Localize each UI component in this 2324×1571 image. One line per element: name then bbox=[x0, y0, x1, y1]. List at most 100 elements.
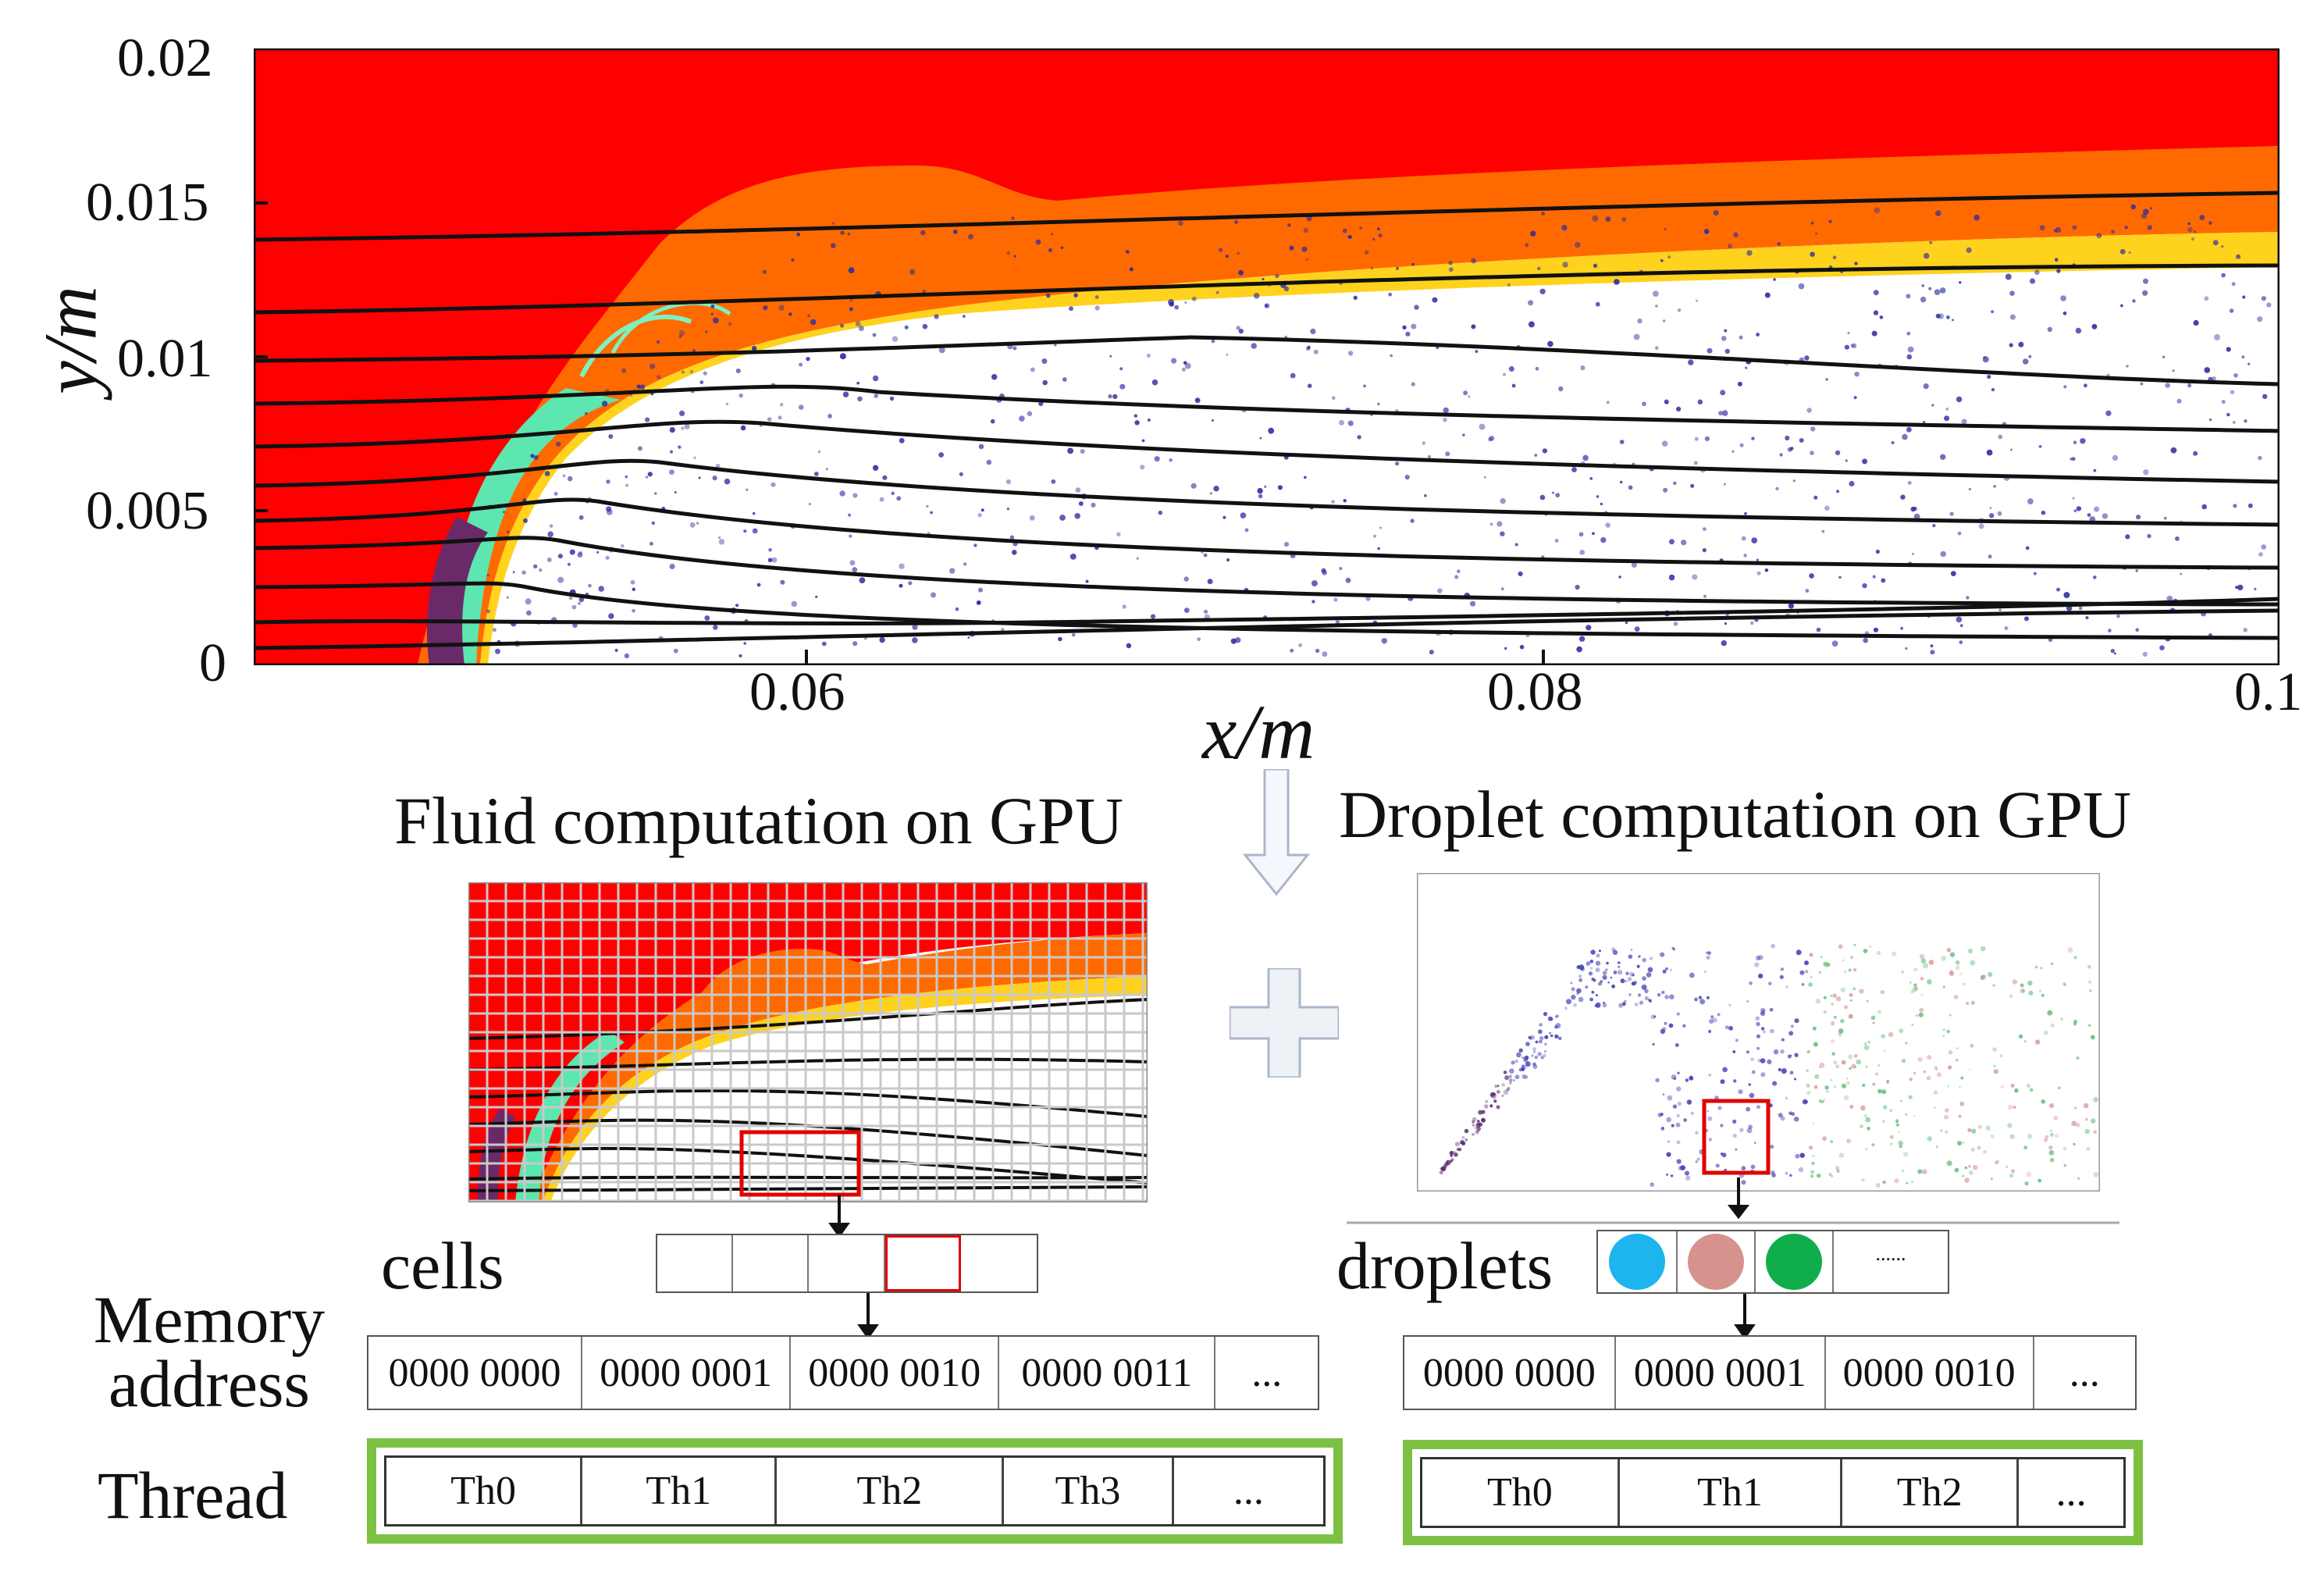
droplet-dot bbox=[1660, 1028, 1666, 1035]
droplet-dot bbox=[1789, 1070, 1794, 1075]
droplet-dot bbox=[1959, 972, 1963, 975]
droplet-dot bbox=[1798, 1167, 1804, 1173]
droplet-dot bbox=[1516, 1052, 1521, 1058]
droplet-dot bbox=[1119, 383, 1126, 390]
droplet-dot bbox=[1001, 628, 1005, 632]
droplet-dot bbox=[649, 541, 653, 546]
droplet-dot bbox=[2077, 1177, 2080, 1180]
droplet-dot bbox=[1901, 1059, 1906, 1063]
memory-cell: 0000 0001 bbox=[1616, 1337, 1826, 1409]
droplet-dot bbox=[2041, 1099, 2045, 1104]
droplet-dot bbox=[1812, 1122, 1815, 1125]
x-tick-0.06: 0.06 bbox=[749, 662, 845, 722]
droplet-dot bbox=[1339, 567, 1343, 571]
droplet-dot bbox=[1617, 961, 1621, 964]
droplet-dot bbox=[2049, 1129, 2052, 1133]
droplet-dot bbox=[1275, 273, 1279, 279]
droplet-dot bbox=[1218, 248, 1223, 252]
droplet-dot bbox=[2025, 546, 2030, 550]
droplet-dot bbox=[1539, 1023, 1543, 1027]
droplet-dot bbox=[1780, 967, 1785, 971]
droplet-dot bbox=[1944, 415, 1950, 422]
droplet-dot bbox=[2170, 447, 2177, 454]
droplet-dot bbox=[1955, 965, 1960, 971]
droplet-dot bbox=[1805, 589, 1810, 593]
droplet-dot bbox=[1580, 967, 1586, 971]
droplet-dot bbox=[1566, 999, 1571, 1005]
droplet-dot bbox=[1751, 436, 1755, 440]
droplet-dot bbox=[1787, 1054, 1792, 1059]
droplet-dot bbox=[1760, 1010, 1766, 1016]
droplet-dot bbox=[669, 427, 675, 433]
droplet-dot bbox=[978, 587, 983, 593]
droplet-dot bbox=[1209, 492, 1212, 495]
droplet-dot bbox=[2175, 536, 2180, 541]
droplet-dot bbox=[1555, 493, 1561, 498]
droplet-dot bbox=[891, 491, 895, 495]
droplet-dot bbox=[1833, 1060, 1838, 1065]
droplet-dot bbox=[1845, 459, 1848, 462]
droplet-dot bbox=[1694, 436, 1699, 441]
droplet-dot bbox=[1223, 515, 1226, 519]
droplet-dot bbox=[1339, 419, 1344, 426]
droplet-dot bbox=[806, 357, 810, 362]
droplet-dot bbox=[1478, 1110, 1483, 1115]
droplet-dot bbox=[621, 368, 627, 373]
droplet-dot bbox=[1814, 1074, 1820, 1079]
droplet-dot bbox=[1379, 526, 1382, 529]
thread-cell: Th2 bbox=[777, 1458, 1005, 1524]
droplet-dot bbox=[889, 396, 895, 401]
droplet-dot bbox=[530, 454, 535, 458]
droplet-dot bbox=[842, 391, 849, 397]
droplet-dot bbox=[2084, 383, 2087, 388]
droplet-dot bbox=[2261, 544, 2267, 550]
droplet-dot bbox=[1967, 948, 1973, 954]
droplet-dot bbox=[1625, 971, 1629, 976]
droplet-dot bbox=[1411, 262, 1415, 266]
droplet-dot bbox=[1718, 411, 1724, 416]
droplet-dot bbox=[2018, 1034, 2023, 1039]
droplet-thumbnail bbox=[1417, 873, 2100, 1192]
droplet-dot bbox=[1989, 507, 1992, 510]
droplet-dot bbox=[1710, 1015, 1714, 1019]
y-tick-0.005: 0.005 bbox=[86, 481, 209, 541]
droplet-dot bbox=[856, 381, 860, 385]
droplet-dot bbox=[2034, 269, 2040, 276]
droplet-dot bbox=[858, 326, 864, 332]
droplet-dot bbox=[1646, 972, 1652, 978]
droplet-dot bbox=[2028, 990, 2034, 996]
droplet-dot bbox=[1763, 1030, 1766, 1034]
droplet-dot bbox=[1913, 967, 1918, 971]
droplet-dot bbox=[1831, 1039, 1835, 1043]
droplet-dot bbox=[1471, 324, 1476, 330]
droplet-dot bbox=[2028, 354, 2032, 358]
droplet-dot bbox=[1518, 1067, 1523, 1072]
droplet-dot bbox=[1030, 367, 1035, 372]
droplet-dot bbox=[1542, 448, 1548, 454]
droplet-dot bbox=[1051, 233, 1054, 236]
droplet-dot bbox=[2029, 1088, 2034, 1092]
droplet-dot bbox=[1244, 528, 1249, 533]
droplet-dot bbox=[1942, 985, 1945, 989]
droplet-dot bbox=[1439, 1170, 1443, 1175]
droplet-dot bbox=[1238, 269, 1244, 276]
droplet-dot bbox=[2044, 1138, 2048, 1142]
down-arrow-icon bbox=[1242, 769, 1311, 896]
droplet-dot bbox=[1595, 301, 1600, 307]
droplet-dot bbox=[2119, 248, 2126, 255]
droplet-dot bbox=[544, 471, 550, 476]
droplet-dot bbox=[848, 267, 855, 273]
droplet-dot bbox=[2062, 1146, 2067, 1151]
droplet-dot bbox=[1547, 340, 1553, 347]
droplet-dot bbox=[1991, 1135, 1995, 1138]
droplet-dot bbox=[1525, 243, 1529, 248]
droplet-dot bbox=[1618, 575, 1621, 579]
droplet-dot bbox=[1051, 479, 1056, 484]
droplet-dot bbox=[1442, 1166, 1447, 1170]
droplet-dot bbox=[1846, 1081, 1850, 1085]
droplet-dot bbox=[1521, 1056, 1524, 1059]
droplet-dot bbox=[1140, 465, 1145, 470]
droplet-dot bbox=[1150, 614, 1156, 619]
thread-cell: Th2 bbox=[1842, 1459, 2020, 1526]
